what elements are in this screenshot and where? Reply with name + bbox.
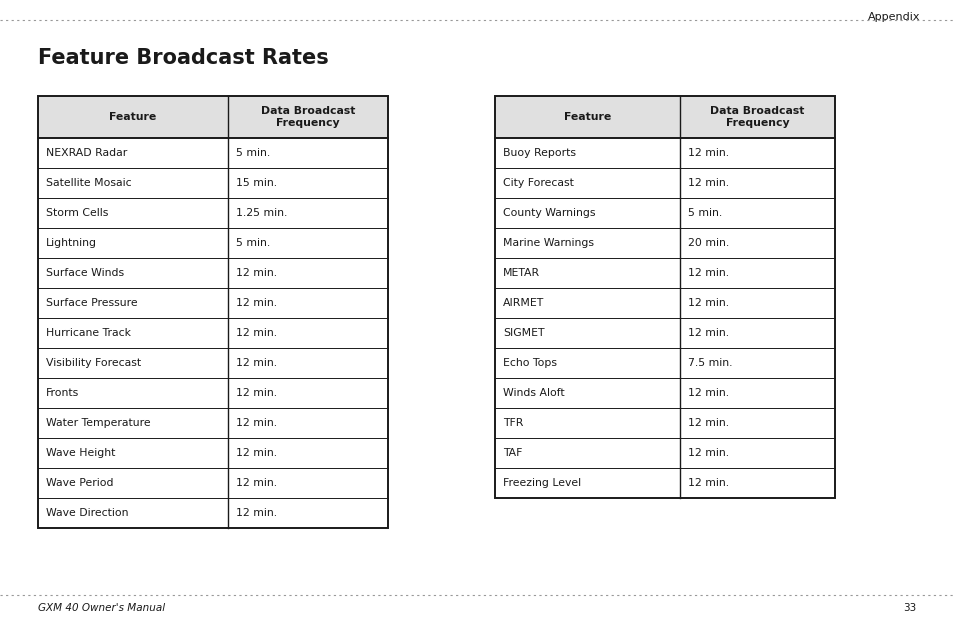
Text: 12 min.: 12 min. xyxy=(687,418,728,428)
Text: Data Broadcast
Frequency: Data Broadcast Frequency xyxy=(260,106,355,128)
Text: 12 min.: 12 min. xyxy=(235,328,276,338)
Text: Feature: Feature xyxy=(110,112,156,122)
Text: Fronts: Fronts xyxy=(46,388,79,398)
Text: Visibility Forecast: Visibility Forecast xyxy=(46,358,141,368)
Text: 7.5 min.: 7.5 min. xyxy=(687,358,732,368)
Text: 12 min.: 12 min. xyxy=(687,298,728,308)
Text: 12 min.: 12 min. xyxy=(687,268,728,278)
Text: Wave Height: Wave Height xyxy=(46,448,115,458)
Text: Freezing Level: Freezing Level xyxy=(502,478,580,488)
Text: 5 min.: 5 min. xyxy=(235,148,270,158)
Text: Storm Cells: Storm Cells xyxy=(46,208,109,218)
Text: 5 min.: 5 min. xyxy=(687,208,721,218)
Text: Data Broadcast
Frequency: Data Broadcast Frequency xyxy=(710,106,803,128)
Text: Buoy Reports: Buoy Reports xyxy=(502,148,576,158)
Text: SIGMET: SIGMET xyxy=(502,328,544,338)
Text: 12 min.: 12 min. xyxy=(687,178,728,188)
Text: 5 min.: 5 min. xyxy=(235,238,270,248)
Text: 12 min.: 12 min. xyxy=(235,358,276,368)
Bar xyxy=(495,96,834,138)
Text: AIRMET: AIRMET xyxy=(502,298,543,308)
Text: 1.25 min.: 1.25 min. xyxy=(235,208,287,218)
Text: Wave Period: Wave Period xyxy=(46,478,113,488)
Text: 20 min.: 20 min. xyxy=(687,238,728,248)
Text: 12 min.: 12 min. xyxy=(235,478,276,488)
Text: Feature Broadcast Rates: Feature Broadcast Rates xyxy=(38,48,329,68)
Text: 12 min.: 12 min. xyxy=(687,478,728,488)
Text: Satellite Mosaic: Satellite Mosaic xyxy=(46,178,132,188)
Text: Echo Tops: Echo Tops xyxy=(502,358,557,368)
Text: Wave Direction: Wave Direction xyxy=(46,508,129,518)
Text: Lightning: Lightning xyxy=(46,238,97,248)
Text: GXM 40 Owner's Manual: GXM 40 Owner's Manual xyxy=(38,603,165,613)
Text: Surface Pressure: Surface Pressure xyxy=(46,298,137,308)
Bar xyxy=(38,96,388,138)
Text: 12 min.: 12 min. xyxy=(235,448,276,458)
Bar xyxy=(495,96,834,498)
Text: METAR: METAR xyxy=(502,268,539,278)
Text: Marine Warnings: Marine Warnings xyxy=(502,238,594,248)
Text: TFR: TFR xyxy=(502,418,523,428)
Text: 12 min.: 12 min. xyxy=(235,268,276,278)
Text: NEXRAD Radar: NEXRAD Radar xyxy=(46,148,127,158)
Text: City Forecast: City Forecast xyxy=(502,178,574,188)
Text: 12 min.: 12 min. xyxy=(235,418,276,428)
Text: 12 min.: 12 min. xyxy=(235,508,276,518)
Text: Winds Aloft: Winds Aloft xyxy=(502,388,564,398)
Text: 12 min.: 12 min. xyxy=(687,328,728,338)
Text: 12 min.: 12 min. xyxy=(687,388,728,398)
Text: Hurricane Track: Hurricane Track xyxy=(46,328,131,338)
Text: Appendix: Appendix xyxy=(866,12,919,22)
Text: 12 min.: 12 min. xyxy=(235,298,276,308)
Text: TAF: TAF xyxy=(502,448,522,458)
Text: Surface Winds: Surface Winds xyxy=(46,268,124,278)
Text: 12 min.: 12 min. xyxy=(687,148,728,158)
Text: 12 min.: 12 min. xyxy=(687,448,728,458)
Text: 15 min.: 15 min. xyxy=(235,178,276,188)
Text: County Warnings: County Warnings xyxy=(502,208,595,218)
Text: 12 min.: 12 min. xyxy=(235,388,276,398)
Text: Feature: Feature xyxy=(563,112,611,122)
Text: Water Temperature: Water Temperature xyxy=(46,418,151,428)
Text: 33: 33 xyxy=(902,603,915,613)
Bar xyxy=(38,96,388,528)
